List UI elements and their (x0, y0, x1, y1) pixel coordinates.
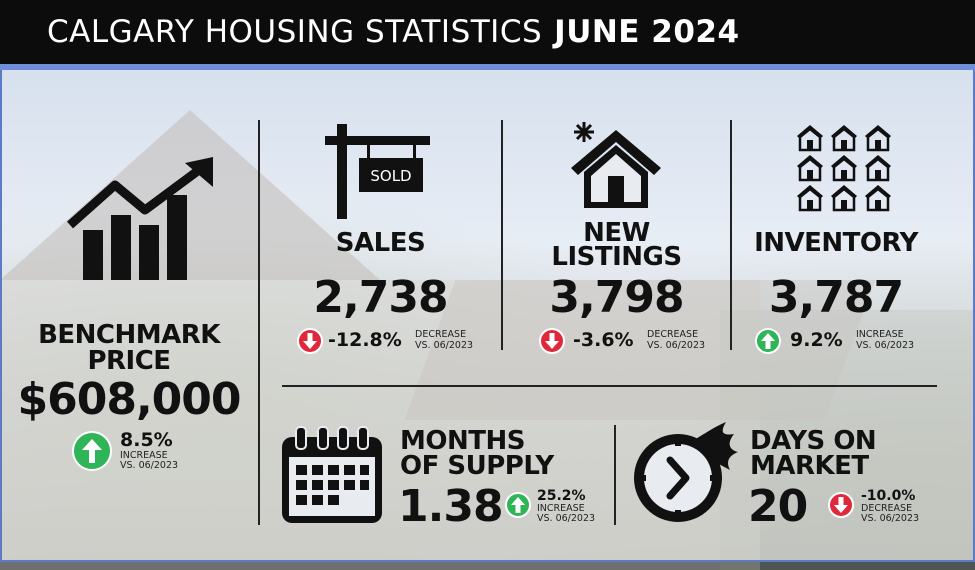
increase-arrow-icon (505, 492, 531, 518)
inventory-direction: INCREASE (856, 329, 904, 340)
background-overlay (0, 70, 975, 562)
sold-sign-icon: SOLD (325, 124, 430, 219)
new-listings-change: -3.6% (573, 329, 634, 351)
benchmark-label-line1: BENCHMARK (38, 320, 220, 350)
months-supply-label-line2: OF SUPPLY (400, 451, 554, 481)
divider-vertical-1 (258, 120, 260, 525)
inventory-label: INVENTORY (754, 228, 918, 258)
months-supply-label-line1: MONTHS (400, 426, 525, 456)
divider-horizontal (282, 385, 937, 387)
months-supply-panel: MONTHS OF SUPPLY 1.38 25.2% INCREASE VS.… (270, 420, 614, 530)
days-on-market-panel: DAYS ON MARKET 20 -10.0% DECREASE VS. 06… (616, 420, 975, 530)
calendar-icon (282, 426, 382, 523)
days-on-market-direction: DECREASE (861, 503, 913, 514)
divider-vertical-4 (614, 425, 616, 525)
page-title-date: JUNE 2024 (554, 14, 740, 50)
days-on-market-label-line1: DAYS ON (750, 426, 877, 456)
new-house-icon (571, 122, 661, 208)
fast-clock-icon (634, 422, 738, 522)
days-on-market-value: 20 (748, 481, 808, 532)
days-on-market-change: -10.0% (861, 488, 916, 504)
sales-value: 2,738 (313, 272, 448, 323)
increase-arrow-icon (755, 328, 781, 354)
inventory-value: 3,787 (768, 272, 904, 323)
months-supply-change: 25.2% (537, 488, 586, 504)
decrease-arrow-icon (539, 328, 565, 354)
days-on-market-compare: VS. 06/2023 (861, 513, 920, 524)
growth-chart-icon (67, 157, 213, 280)
benchmark-value: $608,000 (17, 374, 241, 425)
decrease-arrow-icon (297, 328, 323, 354)
increase-arrow-icon (72, 431, 112, 471)
sales-label: SALES (335, 228, 426, 258)
new-listings-value: 3,798 (549, 272, 684, 323)
houses-grid-icon (795, 124, 893, 212)
divider-vertical-3 (730, 120, 732, 350)
sales-panel: SOLD SALES 2,738 -12.8% DECREASE VS. 06/… (260, 120, 501, 360)
benchmark-change: 8.5% (120, 429, 173, 451)
benchmark-direction: INCREASE (120, 450, 168, 461)
new-listings-label-line1: NEW (583, 218, 650, 248)
sales-change: -12.8% (328, 329, 402, 351)
new-listings-label-line2: LISTINGS (551, 242, 682, 272)
months-supply-value: 1.38 (398, 481, 504, 532)
months-supply-direction: INCREASE (537, 503, 585, 514)
benchmark-panel: BENCHMARK PRICE $608,000 8.5% INCREASE V… (0, 150, 258, 480)
sold-sign-text: SOLD (370, 167, 411, 185)
divider-vertical-2 (501, 120, 503, 350)
benchmark-compare: VS. 06/2023 (120, 460, 179, 471)
new-listings-panel: NEW LISTINGS 3,798 -3.6% DECREASE VS. 06… (503, 120, 730, 360)
new-listings-direction: DECREASE (647, 329, 699, 340)
days-on-market-label-line2: MARKET (750, 451, 869, 481)
sales-direction: DECREASE (415, 329, 467, 340)
frame-border (0, 70, 975, 562)
sales-compare: VS. 06/2023 (415, 340, 474, 351)
title-bar: CALGARY HOUSING STATISTICS JUNE 2024 (0, 0, 975, 70)
benchmark-label-line2: PRICE (87, 346, 171, 376)
months-supply-compare: VS. 06/2023 (537, 513, 596, 524)
inventory-change: 9.2% (790, 329, 843, 351)
decrease-arrow-icon (828, 492, 854, 518)
new-listings-compare: VS. 06/2023 (647, 340, 706, 351)
inventory-compare: VS. 06/2023 (856, 340, 915, 351)
inventory-panel: INVENTORY 3,787 9.2% INCREASE VS. 06/202… (732, 120, 975, 360)
page-title: CALGARY HOUSING STATISTICS (47, 14, 543, 50)
